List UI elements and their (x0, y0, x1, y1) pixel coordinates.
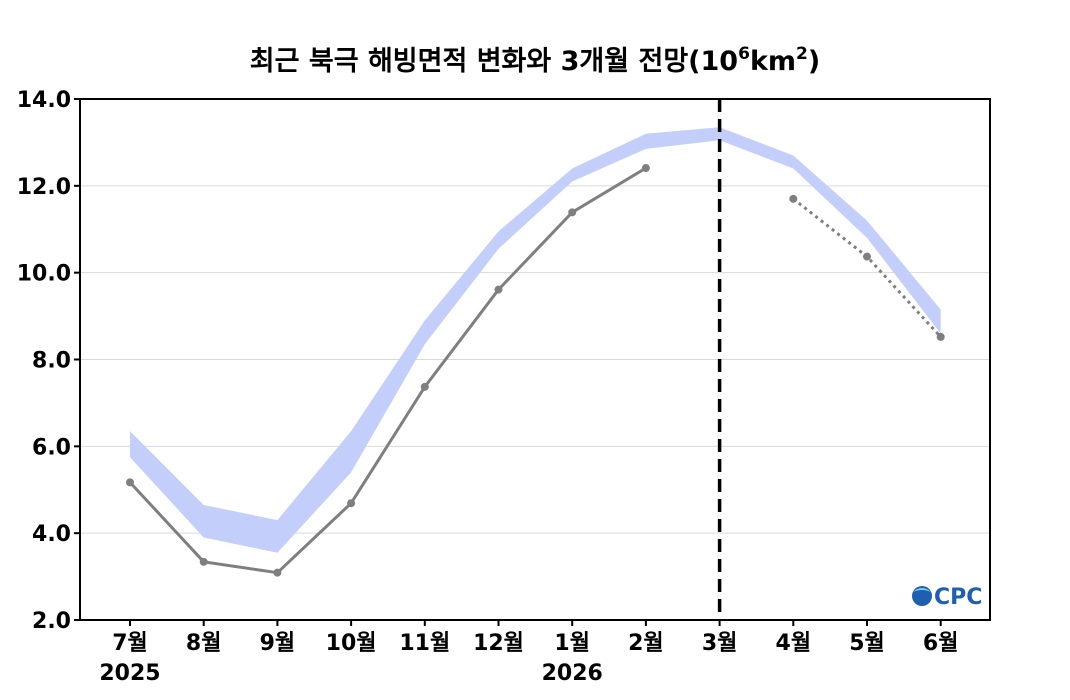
observed-line (128, 166, 647, 575)
x-tick-label-3: 10월 (326, 631, 377, 656)
x-axis-ticks: 7월 8월 9월 10월 11월 12월 1월 2월 3월 4월 5월 6월 2025 2026 (99, 620, 958, 686)
globe-icon (912, 586, 932, 606)
x-tick-label-8: 3월 (702, 631, 738, 656)
y-tick-label-2: 6.0 (32, 435, 71, 460)
year-label-1: 2026 (542, 661, 603, 686)
observed-point-11월 (420, 382, 429, 391)
series-layer (126, 164, 945, 577)
x-tick-label-10: 5월 (849, 631, 885, 656)
cpc-logo: CPC (912, 585, 982, 610)
x-tick-label-6: 1월 (554, 631, 590, 656)
forecast-line (792, 197, 942, 338)
climatology-band-layer (130, 127, 941, 553)
forecast-point-5월 (863, 252, 871, 261)
chart-title: 최근 북극 해빙면적 변화와 3개월 전망(106km2) (250, 44, 820, 77)
x-tick-label-4: 11월 (399, 631, 450, 656)
x-tick-label-0: 7월 (112, 631, 148, 656)
observed-point-12월 (494, 285, 503, 294)
x-tick-label-7: 2월 (628, 631, 664, 656)
observed-point-2월 (641, 164, 650, 173)
y-tick-label-1: 4.0 (32, 522, 71, 547)
y-tick-label-3: 8.0 (32, 349, 71, 374)
y-tick-label-5: 12.0 (17, 175, 71, 200)
observed-point-8월 (199, 557, 208, 566)
climatology-band (130, 127, 941, 553)
y-tick-label-6: 14.0 (17, 88, 71, 113)
logo-text: CPC (934, 585, 982, 610)
x-tick-label-11: 6월 (923, 631, 959, 656)
x-tick-label-2: 9월 (260, 631, 296, 656)
observed-point-10월 (347, 499, 356, 508)
x-tick-label-9: 4월 (776, 631, 812, 656)
observed-point-7월 (126, 478, 134, 487)
x-tick-label-5: 12월 (473, 631, 524, 656)
grid-lines (80, 185, 990, 534)
y-tick-label-4: 10.0 (17, 262, 71, 287)
observed-point-1월 (568, 208, 577, 217)
observed-point-9월 (273, 568, 282, 577)
y-tick-label-0: 2.0 (32, 609, 71, 634)
globe-icon-highlight (913, 588, 931, 592)
year-label-0: 2025 (99, 661, 160, 686)
forecast-point-4월 (789, 194, 798, 203)
y-axis-ticks: 2.0 4.0 6.0 8.0 10.0 12.0 14.0 (17, 88, 80, 634)
x-tick-label-1: 8월 (186, 631, 222, 656)
forecast-point-6월 (936, 332, 945, 341)
